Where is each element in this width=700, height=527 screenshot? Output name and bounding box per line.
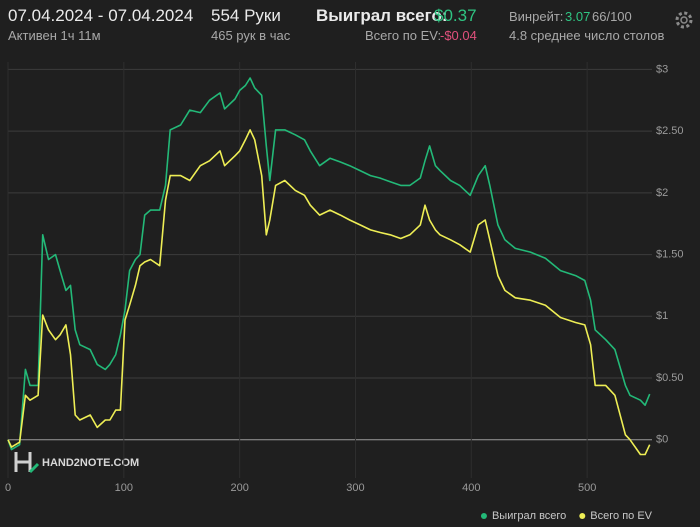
date-range: 07.04.2024 - 07.04.2024 <box>8 6 194 25</box>
series-line <box>7 77 651 451</box>
settings-icon[interactable] <box>675 11 693 29</box>
winrate-label: Винрейт: <box>509 9 564 24</box>
x-tick-label: 400 <box>462 482 480 494</box>
legend-marker <box>579 513 586 519</box>
won-value: $0.37 <box>434 6 477 25</box>
x-tick-label: 200 <box>230 482 248 494</box>
grid <box>7 62 652 478</box>
hands: 554 Руки <box>211 6 281 25</box>
x-tick-label: 0 <box>5 482 11 494</box>
logo-icon <box>14 452 40 474</box>
winrate-value: 3.07 <box>565 9 591 24</box>
y-tick-label: $1 <box>656 310 668 322</box>
legend-label: Выиграл всего <box>492 510 566 522</box>
logo-text: HAND2NOTE.COM <box>42 457 139 469</box>
ev-label: Всего по EV: <box>365 28 442 43</box>
y-tick-label: $1.50 <box>656 248 684 260</box>
y-tick-label: $3 <box>656 63 668 75</box>
winrate-hands: 66/100 <box>592 9 632 24</box>
legend-marker <box>480 513 487 519</box>
y-tick-label: $2 <box>656 187 668 199</box>
hands-per-hour: 465 рук в час <box>211 28 291 43</box>
x-tick-label: 300 <box>346 482 364 494</box>
x-tick-label: 500 <box>578 482 596 494</box>
tables: 4.8 среднее число столов <box>509 28 665 43</box>
ev-value: -$0.04 <box>440 28 477 43</box>
legend-label: Всего по EV <box>590 510 652 522</box>
y-tick-label: $0.50 <box>656 372 684 384</box>
y-tick-label: $0 <box>656 434 668 446</box>
y-tick-label: $2.50 <box>656 125 684 137</box>
x-tick-label: 100 <box>115 482 133 494</box>
series-line <box>7 129 651 456</box>
won-label: Выиграл всего: <box>316 6 448 25</box>
active-time: Активен 1ч 11м <box>8 28 101 43</box>
